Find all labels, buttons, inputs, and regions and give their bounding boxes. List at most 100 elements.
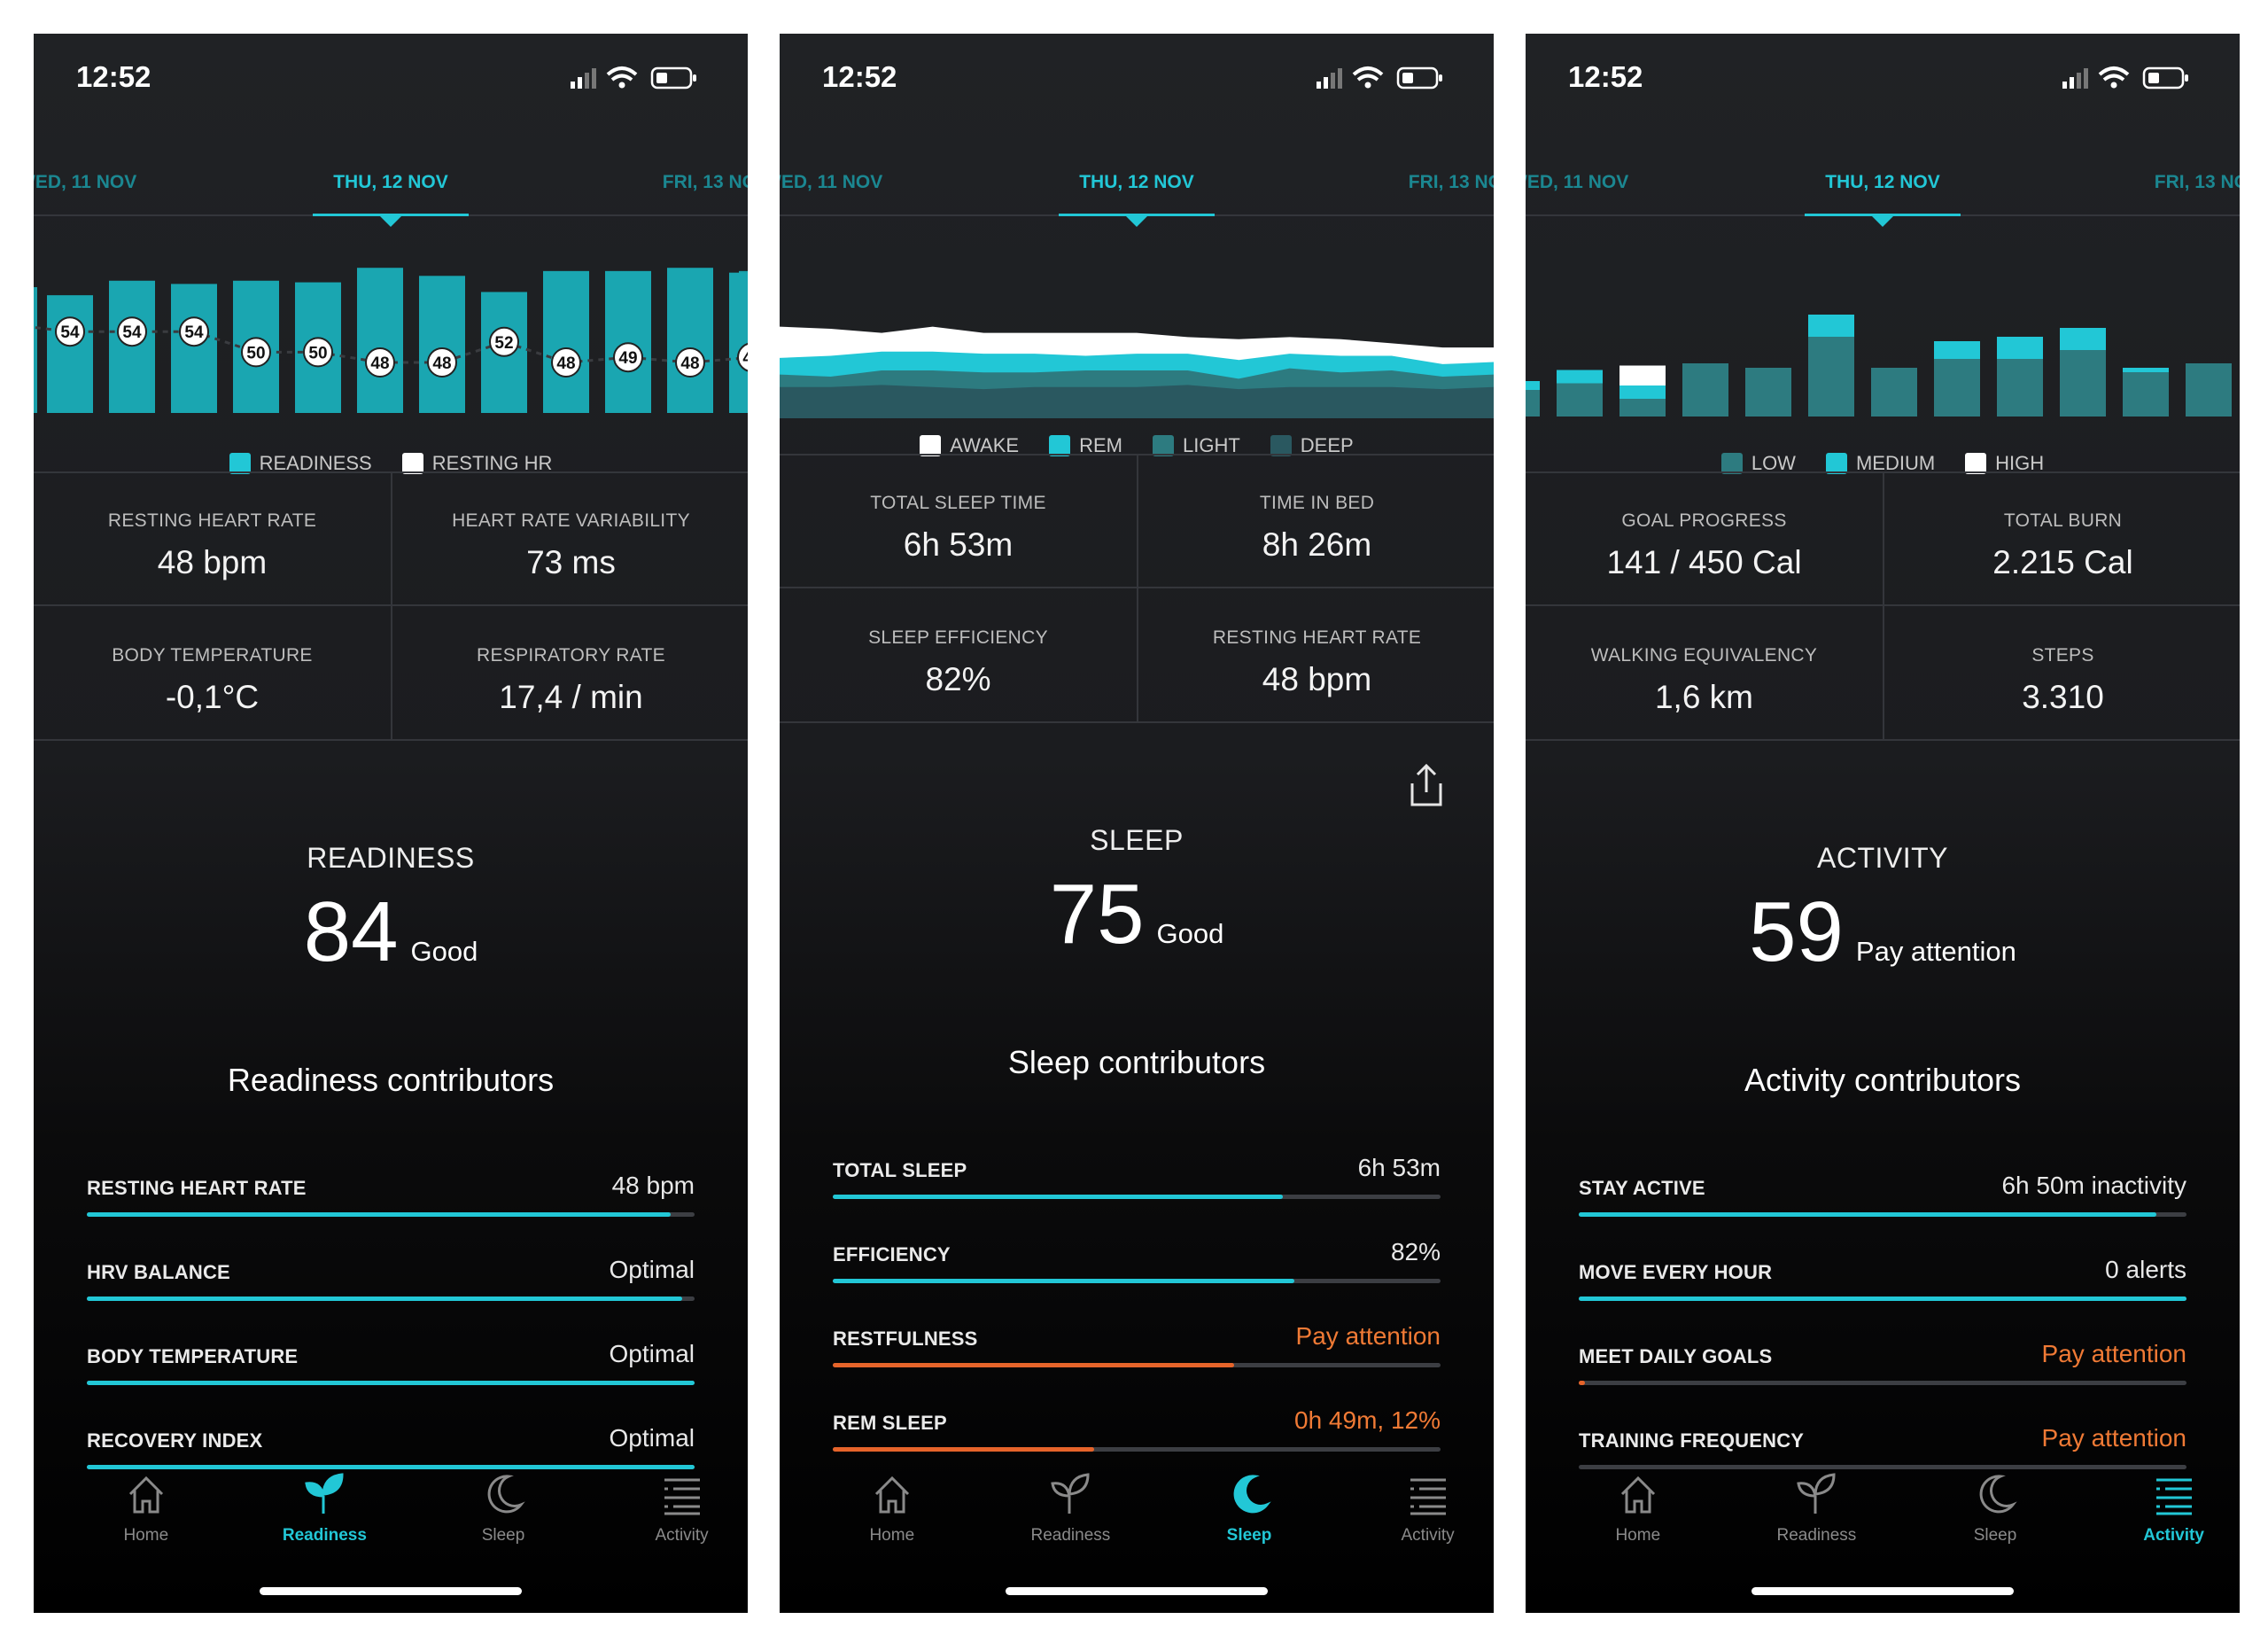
contributor-label: STAY ACTIVE: [1579, 1177, 1705, 1199]
resting-hr-point: [737, 342, 748, 372]
activity-chart[interactable]: [1526, 216, 2240, 420]
contributors-title: Activity contributors: [1744, 1062, 2022, 1098]
readiness-bar: [34, 287, 37, 413]
stat-value: 73 ms: [526, 544, 616, 580]
nav-tab-readiness[interactable]: Readiness: [1745, 1460, 1887, 1546]
activity-bar-medium: [1557, 370, 1603, 384]
legend-label: READINESS: [259, 452, 372, 474]
contributor-bar-track: [87, 1465, 695, 1469]
contributor-value: 6h 50m inactivity: [2001, 1172, 2186, 1199]
contributor-label: REM SLEEP: [833, 1412, 947, 1434]
nav-tab-home[interactable]: Home: [821, 1460, 963, 1546]
legend-item: HIGH: [1965, 452, 2044, 475]
contributor-bar-fill: [833, 1447, 1094, 1452]
legend-item: DEEP: [1270, 434, 1354, 457]
legend-label: HIGH: [1995, 452, 2045, 474]
contributor-row[interactable]: EFFICIENCY 82%: [833, 1236, 1441, 1289]
contributor-row[interactable]: MEET DAILY GOALS Pay attention: [1579, 1338, 2186, 1391]
nav-tab-activity[interactable]: Activity: [1357, 1460, 1494, 1546]
contributor-row[interactable]: BODY TEMPERATURE Optimal: [87, 1338, 695, 1391]
stat-value: 141 / 450 Cal: [1606, 544, 1802, 580]
score-quality: Good: [410, 936, 478, 967]
contributor-row[interactable]: HRV BALANCE Optimal: [87, 1254, 695, 1307]
contributor-row[interactable]: STAY ACTIVE 6h 50m inactivity: [1579, 1170, 2186, 1223]
contributor-value: 0h 49m, 12%: [1294, 1406, 1441, 1434]
contributor-label: EFFICIENCY: [833, 1243, 951, 1265]
contributor-value: Optimal: [609, 1256, 695, 1283]
legend-item: RESTING HR: [401, 452, 552, 475]
score-title: SLEEP: [1090, 824, 1184, 856]
nav-tab-label: Readiness: [1030, 1526, 1111, 1545]
contributor-value: Optimal: [609, 1340, 695, 1367]
nav-tab-label: Sleep: [481, 1526, 525, 1545]
score-title: ACTIVITY: [1816, 842, 1948, 874]
date-next[interactable]: FRI, 13 NOV: [662, 172, 748, 192]
contributor-row[interactable]: TRAINING FREQUENCY Pay attention: [1579, 1422, 2186, 1476]
bottom-nav: Home Readiness Sleep Activity: [1526, 1460, 2240, 1567]
contributor-row[interactable]: REM SLEEP 0h 49m, 12%: [833, 1405, 1441, 1458]
date-prev[interactable]: WED, 11 NOV: [34, 172, 137, 192]
date-underline: [1059, 214, 1215, 216]
date-next[interactable]: FRI, 13 NOV: [2154, 172, 2240, 192]
date-prev[interactable]: WED, 11 NOV: [780, 172, 883, 192]
moon-icon: [432, 1460, 574, 1519]
contributor-bar-track: [833, 1195, 1441, 1199]
date-prev[interactable]: WED, 11 NOV: [1526, 172, 1629, 192]
stat-hrv: HEART RATE VARIABILITY 73 ms: [391, 471, 748, 606]
readiness-chart[interactable]: 54 54 54 50 50 48 48 52 48 49 48 49: [34, 216, 748, 420]
activity-bar-medium: [1997, 337, 2043, 359]
resting-hr-label: 54: [184, 323, 204, 342]
stat-label: WALKING EQUIVALENCY: [1590, 645, 1818, 666]
nav-tab-label: Sleep: [1973, 1526, 2017, 1545]
stat-value: 6h 53m: [903, 526, 1014, 563]
stat-value: 1,6 km: [1654, 679, 1754, 715]
share-icon[interactable]: [1400, 760, 1453, 814]
resting-hr-point: [303, 337, 333, 368]
resting-hr-label: 50: [246, 344, 265, 362]
contributor-bar-fill: [833, 1279, 1295, 1283]
stat-label: GOAL PROGRESS: [1621, 510, 1787, 531]
contributor-row[interactable]: MOVE EVERY HOUR 0 alerts: [1579, 1254, 2186, 1307]
score-number: 75: [1049, 867, 1145, 962]
chart-legend: READINESS RESTING HR: [34, 452, 748, 475]
contributor-value: 6h 53m: [1357, 1154, 1441, 1181]
status-time: 12:52: [822, 60, 897, 93]
nav-tab-home[interactable]: Home: [1567, 1460, 1709, 1546]
stat-label: TIME IN BED: [1259, 493, 1375, 513]
resting-hr-point: [551, 347, 581, 378]
nav-tab-home[interactable]: Home: [75, 1460, 217, 1546]
contributor-row[interactable]: RESTFULNESS Pay attention: [833, 1320, 1441, 1374]
nav-tab-sleep[interactable]: Sleep: [1924, 1460, 2066, 1546]
contributor-bar-fill: [87, 1212, 671, 1217]
date-current[interactable]: THU, 12 NOV: [1825, 172, 1940, 192]
contributor-row[interactable]: RESTING HEART RATE 48 bpm: [87, 1170, 695, 1223]
activity-score: ACTIVITY 59 Pay attention: [1526, 842, 2240, 981]
activity-bar-low: [1682, 363, 1728, 417]
date-pointer: [380, 216, 401, 227]
sleep-stages-chart[interactable]: [780, 216, 1494, 420]
contributor-row[interactable]: RECOVERY INDEX Optimal: [87, 1422, 695, 1476]
nav-tab-activity[interactable]: Activity: [2103, 1460, 2240, 1546]
contributor-row[interactable]: TOTAL SLEEP 6h 53m: [833, 1152, 1441, 1205]
moon-icon: [1178, 1460, 1320, 1519]
date-current[interactable]: THU, 12 NOV: [1079, 172, 1194, 192]
legend-swatch: [229, 453, 251, 474]
contributor-label: RESTING HEART RATE: [87, 1177, 307, 1199]
activity-bar-medium: [1619, 385, 1666, 399]
legend-swatch: [1049, 435, 1071, 456]
nav-tab-sleep[interactable]: Sleep: [1178, 1460, 1320, 1546]
date-current[interactable]: THU, 12 NOV: [333, 172, 448, 192]
resting-hr-point: [179, 316, 209, 347]
nav-tab-readiness[interactable]: Readiness: [253, 1460, 395, 1546]
resting-hr-point: [365, 347, 395, 378]
nav-tab-activity[interactable]: Activity: [611, 1460, 748, 1546]
date-next[interactable]: FRI, 13 NOV: [1408, 172, 1494, 192]
nav-tab-readiness[interactable]: Readiness: [999, 1460, 1141, 1546]
nav-tab-sleep[interactable]: Sleep: [432, 1460, 574, 1546]
stat-value: 2.215 Cal: [1992, 544, 2133, 580]
deep-area: [780, 385, 1494, 418]
stat-label: RESTING HEART RATE: [1212, 627, 1422, 648]
legend-label: LIGHT: [1183, 434, 1240, 456]
home-indicator: [1751, 1587, 2014, 1595]
legend-swatch: [401, 453, 423, 474]
